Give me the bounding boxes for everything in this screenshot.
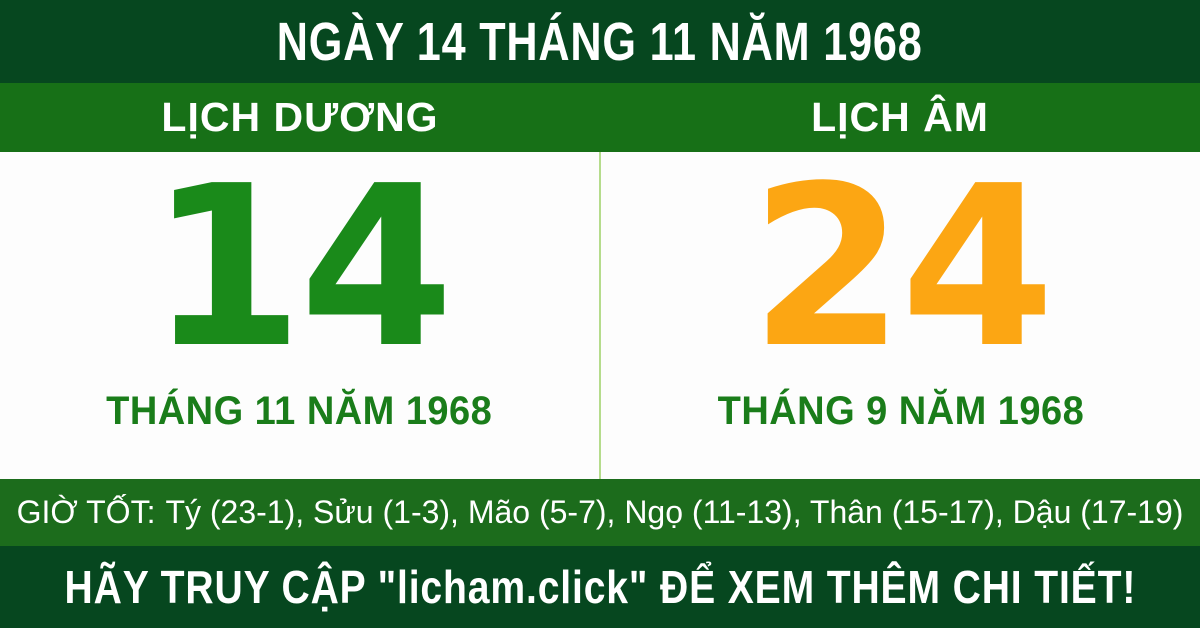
lunar-calendar-label: LỊCH ÂM — [811, 94, 989, 140]
good-hours-bar: GIỜ TỐT: Tý (23-1), Sửu (1-3), Mão (5-7),… — [0, 479, 1200, 546]
lunar-day-number: 24 — [750, 138, 1055, 397]
footer-cta: HÃY TRUY CẬP "licham.click" ĐỂ XEM THÊM … — [64, 561, 1136, 613]
lunar-calendar-tab: LỊCH ÂM — [600, 83, 1200, 152]
good-hours-label: GIỜ TỐT: — [16, 494, 156, 530]
date-header: NGÀY 14 THÁNG 11 NĂM 1968 — [0, 0, 1200, 83]
good-hours-list: Tý (23-1), Sửu (1-3), Mão (5-7), Ngọ (11… — [165, 494, 1184, 530]
solar-day-panel: 14 THÁNG 11 NĂM 1968 — [0, 152, 599, 479]
date-header-title: NGÀY 14 THÁNG 11 NĂM 1968 — [277, 11, 923, 72]
solar-day-number: 14 — [149, 138, 454, 397]
footer-bar: HÃY TRUY CẬP "licham.click" ĐỂ XEM THÊM … — [0, 546, 1200, 628]
solar-calendar-label: LỊCH DƯƠNG — [161, 94, 439, 140]
solar-month-year: THÁNG 11 NĂM 1968 — [106, 389, 493, 434]
day-panels: 14 THÁNG 11 NĂM 1968 24 THÁNG 9 NĂM 1968 — [0, 152, 1200, 479]
panel-divider — [599, 152, 601, 479]
lunar-day-panel: 24 THÁNG 9 NĂM 1968 — [601, 152, 1200, 479]
solar-calendar-tab: LỊCH DƯƠNG — [0, 83, 600, 152]
lunar-month-year: THÁNG 9 NĂM 1968 — [717, 389, 1084, 434]
calendar-type-band: LỊCH DƯƠNG LỊCH ÂM — [0, 83, 1200, 152]
